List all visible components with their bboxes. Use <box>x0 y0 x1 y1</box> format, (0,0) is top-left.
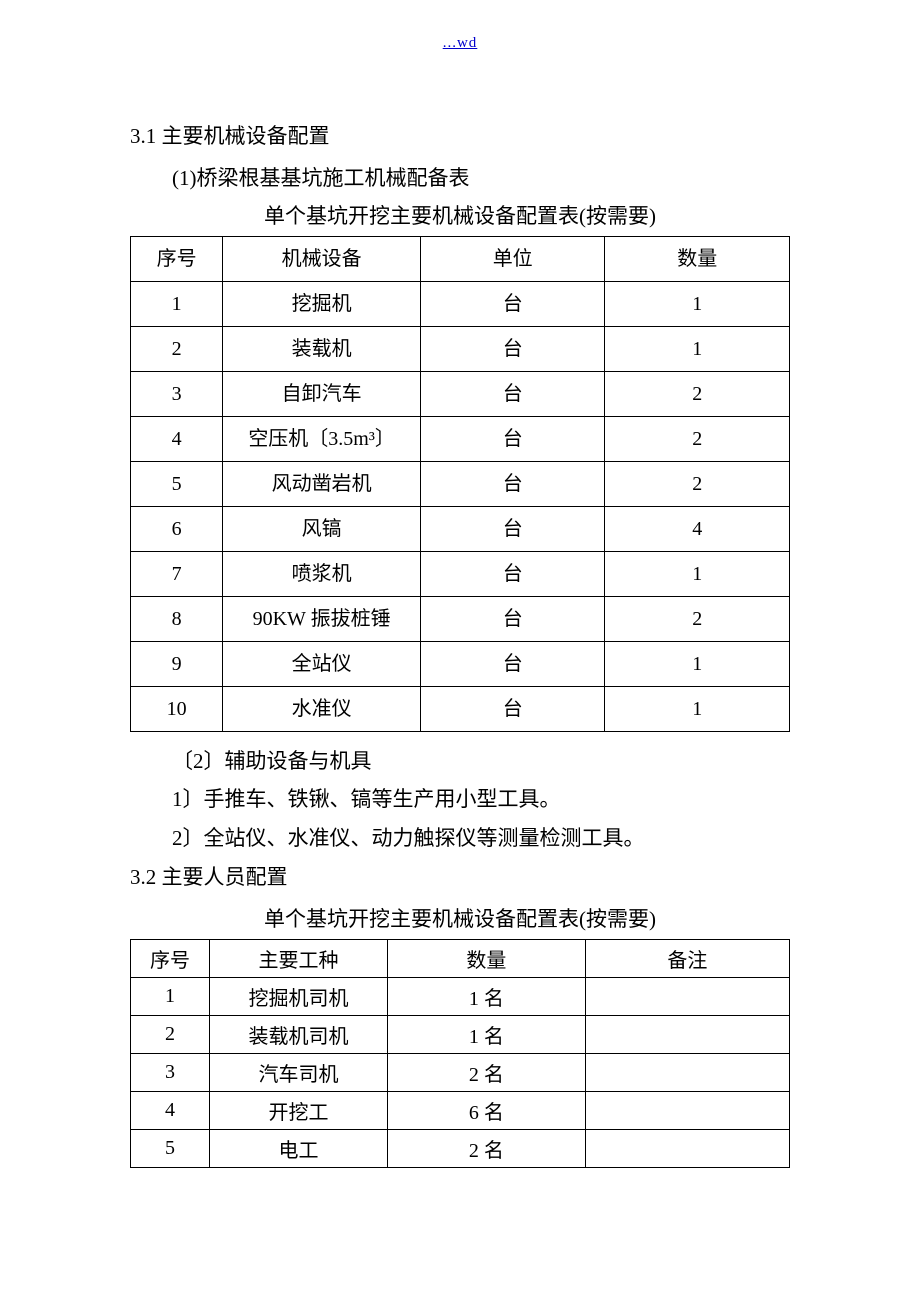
table-cell <box>585 1092 789 1130</box>
table-cell: 2 名 <box>388 1130 586 1168</box>
table-row: 3 自卸汽车 台 2 <box>131 372 790 417</box>
sub-heading-1: (1)桥梁根基基坑施工机械配备表 <box>172 162 790 192</box>
table-cell: 7 <box>131 552 223 597</box>
table-cell: 台 <box>420 462 605 507</box>
table-row: 9 全站仪 台 1 <box>131 642 790 687</box>
table-cell: 台 <box>420 687 605 732</box>
table-cell: 装载机 <box>223 327 421 372</box>
aux-item-1: 1〕手推车、铁锹、镐等生产用小型工具。 <box>172 784 790 814</box>
table-cell: 台 <box>420 597 605 642</box>
table-cell: 1 名 <box>388 978 586 1016</box>
table-cell: 1 <box>605 552 790 597</box>
section-heading-3-2: 3.2 主要人员配置 <box>130 861 790 891</box>
table-cell <box>585 1016 789 1054</box>
table-cell: 2 <box>605 417 790 462</box>
table-cell: 挖掘机司机 <box>210 978 388 1016</box>
table-cell: 4 <box>131 1092 210 1130</box>
table-header-cell: 备注 <box>585 940 789 978</box>
table-row: 4 开挖工 6 名 <box>131 1092 790 1130</box>
table-cell: 8 <box>131 597 223 642</box>
table-row: 4 空压机〔3.5m³〕 台 2 <box>131 417 790 462</box>
table-cell: 10 <box>131 687 223 732</box>
table-header-cell: 序号 <box>131 940 210 978</box>
table-row: 2 装载机 台 1 <box>131 327 790 372</box>
table-row: 1 挖掘机 台 1 <box>131 282 790 327</box>
table-cell: 台 <box>420 327 605 372</box>
table-cell: 电工 <box>210 1130 388 1168</box>
table-header-cell: 序号 <box>131 237 223 282</box>
table-cell: 全站仪 <box>223 642 421 687</box>
table-row: 3 汽车司机 2 名 <box>131 1054 790 1092</box>
table-cell: 6 <box>131 507 223 552</box>
table-row: 8 90KW 振拔桩锤 台 2 <box>131 597 790 642</box>
table-cell: 1 名 <box>388 1016 586 1054</box>
table-cell: 1 <box>605 642 790 687</box>
table-row: 5 风动凿岩机 台 2 <box>131 462 790 507</box>
table-cell: 4 <box>131 417 223 462</box>
table-cell: 5 <box>131 462 223 507</box>
table-cell: 台 <box>420 552 605 597</box>
table-cell: 台 <box>420 642 605 687</box>
table-cell: 装载机司机 <box>210 1016 388 1054</box>
table1-caption: 单个基坑开挖主要机械设备配置表(按需要) <box>130 200 790 230</box>
table-cell: 3 <box>131 372 223 417</box>
table-cell: 2 <box>131 1016 210 1054</box>
table-row: 10 水准仪 台 1 <box>131 687 790 732</box>
table-header-row: 序号 主要工种 数量 备注 <box>131 940 790 978</box>
table-header-cell: 数量 <box>388 940 586 978</box>
table-cell: 喷浆机 <box>223 552 421 597</box>
table-row: 5 电工 2 名 <box>131 1130 790 1168</box>
table-cell: 2 <box>605 462 790 507</box>
table-cell: 1 <box>605 327 790 372</box>
table-cell: 1 <box>605 282 790 327</box>
table-cell: 汽车司机 <box>210 1054 388 1092</box>
section-heading-3-1: 3.1 主要机械设备配置 <box>130 120 790 150</box>
table-cell: 6 名 <box>388 1092 586 1130</box>
table-header-cell: 单位 <box>420 237 605 282</box>
table-cell: 台 <box>420 282 605 327</box>
table-cell: 2 <box>605 597 790 642</box>
table-cell: 2 <box>131 327 223 372</box>
table-cell: 台 <box>420 417 605 462</box>
table-cell: 空压机〔3.5m³〕 <box>223 417 421 462</box>
document-content: 3.1 主要机械设备配置 (1)桥梁根基基坑施工机械配备表 单个基坑开挖主要机械… <box>0 0 920 1168</box>
aux-heading: 〔2〕辅助设备与机具 <box>172 746 790 776</box>
table-cell <box>585 978 789 1016</box>
table-cell: 挖掘机 <box>223 282 421 327</box>
table-cell: 9 <box>131 642 223 687</box>
table-cell: 1 <box>131 282 223 327</box>
table-header-cell: 数量 <box>605 237 790 282</box>
table-header-cell: 主要工种 <box>210 940 388 978</box>
table-row: 2 装载机司机 1 名 <box>131 1016 790 1054</box>
table-cell: 开挖工 <box>210 1092 388 1130</box>
table-cell: 2 名 <box>388 1054 586 1092</box>
table-cell: 水准仪 <box>223 687 421 732</box>
equipment-table: 序号 机械设备 单位 数量 1 挖掘机 台 1 2 装载机 台 1 3 自卸汽车… <box>130 236 790 732</box>
table-cell <box>585 1054 789 1092</box>
table-cell: 2 <box>605 372 790 417</box>
table-cell: 90KW 振拔桩锤 <box>223 597 421 642</box>
table-cell: 台 <box>420 372 605 417</box>
table-cell: 风动凿岩机 <box>223 462 421 507</box>
header-link[interactable]: ...wd <box>443 35 478 52</box>
table-row: 7 喷浆机 台 1 <box>131 552 790 597</box>
table-row: 1 挖掘机司机 1 名 <box>131 978 790 1016</box>
table-cell: 1 <box>131 978 210 1016</box>
table-header-row: 序号 机械设备 单位 数量 <box>131 237 790 282</box>
table-cell: 风镐 <box>223 507 421 552</box>
personnel-table: 序号 主要工种 数量 备注 1 挖掘机司机 1 名 2 装载机司机 1 名 3 … <box>130 939 790 1168</box>
table-cell: 自卸汽车 <box>223 372 421 417</box>
table-cell: 3 <box>131 1054 210 1092</box>
aux-item-2: 2〕全站仪、水准仪、动力触探仪等测量检测工具。 <box>172 823 790 853</box>
table-header-cell: 机械设备 <box>223 237 421 282</box>
table-row: 6 风镐 台 4 <box>131 507 790 552</box>
table-cell: 5 <box>131 1130 210 1168</box>
table-cell: 4 <box>605 507 790 552</box>
table-cell: 台 <box>420 507 605 552</box>
table-cell: 1 <box>605 687 790 732</box>
table-cell <box>585 1130 789 1168</box>
table2-caption: 单个基坑开挖主要机械设备配置表(按需要) <box>130 903 790 933</box>
